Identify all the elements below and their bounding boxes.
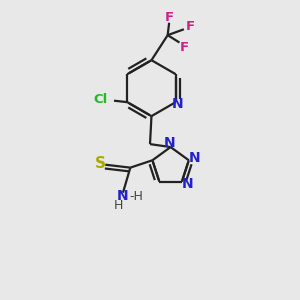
Text: S: S: [94, 156, 106, 171]
Text: Cl: Cl: [94, 93, 108, 106]
Text: N: N: [164, 136, 176, 150]
Text: -H: -H: [129, 190, 143, 203]
Text: N: N: [117, 190, 128, 203]
Text: F: F: [186, 20, 195, 33]
Text: H: H: [114, 200, 123, 212]
Text: N: N: [188, 151, 200, 165]
Text: N: N: [171, 97, 183, 111]
Text: F: F: [179, 41, 188, 54]
Text: F: F: [165, 11, 174, 24]
Text: N: N: [181, 177, 193, 191]
